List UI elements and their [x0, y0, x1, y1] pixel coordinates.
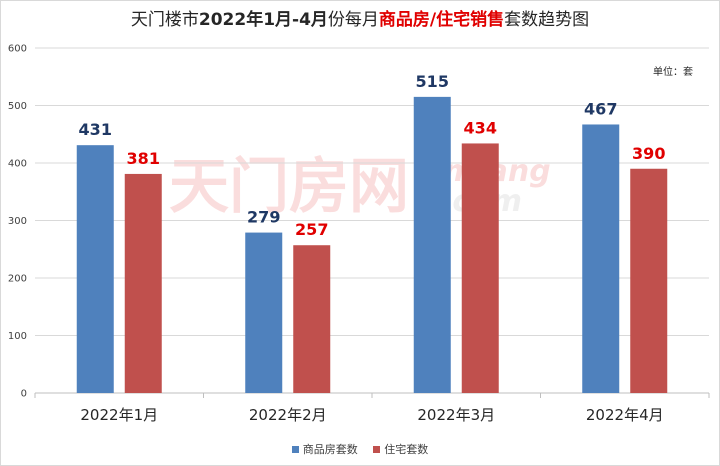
y-tick-label: 300	[8, 216, 27, 227]
title-part-3: 份每月	[327, 10, 379, 30]
legend-item-series2: 住宅套数	[373, 441, 428, 457]
title-part-2: 2022年1月-4月	[198, 10, 328, 30]
y-tick-label: 400	[8, 159, 27, 170]
data-label-series1: 279	[247, 208, 280, 227]
chart-title: 天门楼市2022年1月-4月份每月商品房/住宅销售套数趋势图	[1, 5, 719, 30]
bar-series2	[124, 173, 162, 393]
bar-series1	[245, 232, 283, 393]
x-tick-label: 2022年4月	[586, 406, 664, 424]
watermark-cn: 天门房网	[169, 152, 409, 222]
legend: 商品房套数 住宅套数	[1, 441, 719, 457]
bar-series1	[413, 96, 451, 393]
y-tick-label: 600	[8, 44, 27, 55]
y-tick-label: 0	[21, 389, 27, 400]
y-tick-label: 100	[8, 331, 27, 342]
data-label-series2: 390	[632, 144, 665, 163]
title-part-5: 套数趋势图	[504, 10, 590, 30]
x-tick-label: 2022年3月	[417, 406, 495, 424]
data-label-series2: 434	[464, 118, 497, 137]
data-label-series2: 381	[127, 149, 160, 168]
legend-swatch-series1	[291, 445, 299, 453]
data-label-series2: 257	[295, 220, 328, 239]
y-tick-label: 200	[8, 274, 27, 285]
x-tick-label: 2022年1月	[80, 406, 158, 424]
bar-series2	[630, 168, 668, 393]
legend-swatch-series2	[373, 445, 381, 453]
data-label-series1: 515	[416, 72, 449, 91]
bar-series1	[582, 124, 620, 393]
bar-series2	[461, 143, 499, 393]
y-tick-label: 500	[8, 101, 27, 112]
legend-item-series1: 商品房套数	[291, 441, 358, 457]
bar-series2	[293, 245, 331, 393]
legend-label-series1: 商品房套数	[302, 443, 358, 456]
data-label-series1: 467	[584, 99, 617, 118]
legend-label-series2: 住宅套数	[384, 443, 429, 456]
bar-series1	[76, 145, 114, 393]
x-tick-label: 2022年2月	[249, 406, 327, 424]
data-label-series1: 431	[79, 120, 112, 139]
title-part-4: 商品房/住宅销售	[378, 10, 505, 30]
unit-label: 单位：套	[653, 67, 693, 78]
title-part-1: 天门楼市	[130, 10, 199, 30]
